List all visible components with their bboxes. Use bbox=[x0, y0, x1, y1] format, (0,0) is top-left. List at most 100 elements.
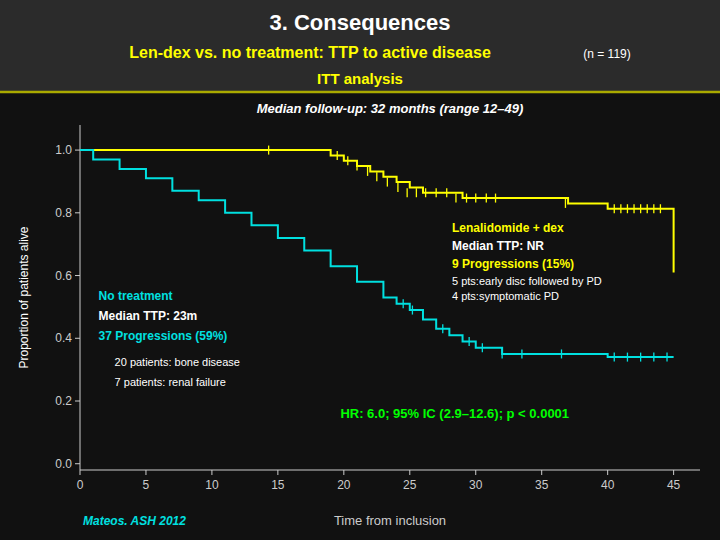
x-tick bbox=[145, 470, 146, 475]
header bbox=[0, 0, 720, 92]
annotation: 9 Progressions (15%) bbox=[452, 257, 574, 271]
censor-mark bbox=[633, 204, 634, 213]
x-tick bbox=[673, 470, 674, 475]
y-tick-label: 0.2 bbox=[55, 394, 72, 408]
censor-mark bbox=[376, 172, 377, 181]
censor-mark bbox=[620, 204, 621, 213]
annotation: Mateos. ASH 2012 bbox=[83, 514, 186, 528]
km-curve bbox=[80, 150, 674, 357]
censor-mark bbox=[640, 204, 641, 213]
plot-marks bbox=[80, 146, 674, 362]
annotation: Median TTP: NR bbox=[452, 239, 544, 253]
censor-mark bbox=[412, 306, 413, 315]
censor-mark bbox=[482, 343, 483, 352]
censor-mark bbox=[387, 178, 388, 187]
x-tick-label: 25 bbox=[403, 478, 417, 492]
x-axis-line bbox=[80, 470, 700, 471]
y-tick bbox=[75, 401, 80, 402]
annotation: Median follow-up: 32 months (range 12–49… bbox=[257, 101, 524, 116]
censor-mark bbox=[406, 188, 407, 197]
annotation: 4 pts:symptomatic PD bbox=[452, 290, 559, 302]
censor-mark bbox=[627, 204, 628, 213]
y-tick bbox=[75, 275, 80, 276]
censor-mark bbox=[653, 353, 654, 362]
chart: 3. Consequences Len-dex vs. no treatment:… bbox=[0, 0, 720, 540]
km-curve bbox=[80, 150, 674, 272]
x-axis-label: Time from inclusion bbox=[334, 513, 446, 528]
censor-mark bbox=[614, 204, 615, 213]
series-label: No treatment bbox=[99, 289, 173, 303]
censor-mark bbox=[660, 204, 661, 213]
censor-mark bbox=[268, 146, 269, 155]
censor-mark bbox=[614, 353, 615, 362]
censor-mark bbox=[446, 188, 447, 197]
x-tick-label: 0 bbox=[77, 478, 84, 492]
x-tick-label: 40 bbox=[601, 478, 615, 492]
x-tick bbox=[80, 470, 81, 475]
censor-mark bbox=[347, 156, 348, 165]
annotation: (n = 119) bbox=[583, 47, 630, 61]
censor-mark bbox=[425, 188, 426, 197]
censor-mark bbox=[486, 194, 487, 203]
censor-mark bbox=[666, 353, 667, 362]
x-tick bbox=[277, 470, 278, 475]
censor-mark bbox=[561, 349, 562, 358]
y-tick bbox=[75, 338, 80, 339]
annotation: 7 patients: renal failure bbox=[115, 376, 226, 388]
y-axis-line bbox=[80, 125, 81, 470]
annotation: HR: 6.0; 95% IC (2.9–12.6); p < 0.0001 bbox=[340, 406, 569, 421]
x-tick-label: 20 bbox=[337, 478, 351, 492]
censor-mark bbox=[640, 353, 641, 362]
subtitle: Len-dex vs. no treatment: TTP to active … bbox=[129, 44, 491, 61]
censor-mark bbox=[442, 324, 443, 333]
x-tick bbox=[475, 470, 476, 475]
censor-mark bbox=[397, 183, 398, 192]
x-tick-label: 45 bbox=[667, 478, 681, 492]
censor-mark bbox=[565, 199, 566, 208]
y-tick bbox=[75, 150, 80, 151]
censor-mark bbox=[501, 349, 502, 358]
censor-mark bbox=[647, 204, 648, 213]
y-tick bbox=[75, 212, 80, 213]
annotation: 20 patients: bone disease bbox=[115, 356, 240, 368]
x-tick bbox=[409, 470, 410, 475]
x-tick-label: 15 bbox=[271, 478, 285, 492]
x-tick-label: 30 bbox=[469, 478, 483, 492]
header-rule bbox=[0, 91, 720, 94]
annotation: Median TTP: 23m bbox=[99, 309, 198, 323]
annotation: 37 Progressions (59%) bbox=[99, 329, 228, 343]
y-tick-label: 0.0 bbox=[55, 457, 72, 471]
x-tick bbox=[541, 470, 542, 475]
censor-mark bbox=[403, 299, 404, 308]
x-tick-label: 35 bbox=[535, 478, 549, 492]
y-tick-label: 0.8 bbox=[55, 206, 72, 220]
censor-mark bbox=[416, 188, 417, 197]
censor-mark bbox=[627, 353, 628, 362]
title: 3. Consequences bbox=[270, 10, 451, 35]
x-tick-label: 10 bbox=[205, 478, 219, 492]
y-tick-label: 1.0 bbox=[55, 143, 72, 157]
censor-mark bbox=[337, 151, 338, 160]
censor-mark bbox=[367, 167, 368, 176]
x-tick bbox=[607, 470, 608, 475]
censor-mark bbox=[653, 204, 654, 213]
y-axis-label: Proportion of patients alive bbox=[17, 226, 31, 368]
censor-mark bbox=[475, 194, 476, 203]
y-tick bbox=[75, 463, 80, 464]
background bbox=[0, 0, 720, 540]
x-tick bbox=[343, 470, 344, 475]
y-tick-label: 0.4 bbox=[55, 331, 72, 345]
censor-mark bbox=[468, 337, 469, 346]
series-label: Lenalidomide + dex bbox=[452, 221, 564, 235]
x-tick bbox=[211, 470, 212, 475]
y-tick-label: 0.6 bbox=[55, 269, 72, 283]
annotation: ITT analysis bbox=[317, 70, 403, 87]
censor-mark bbox=[495, 194, 496, 203]
annotation: 5 pts:early disc followed by PD bbox=[452, 275, 602, 287]
x-tick-label: 5 bbox=[143, 478, 150, 492]
censor-mark bbox=[521, 349, 522, 358]
censor-mark bbox=[436, 188, 437, 197]
censor-mark bbox=[455, 194, 456, 203]
censor-mark bbox=[356, 162, 357, 171]
censor-mark bbox=[466, 194, 467, 203]
